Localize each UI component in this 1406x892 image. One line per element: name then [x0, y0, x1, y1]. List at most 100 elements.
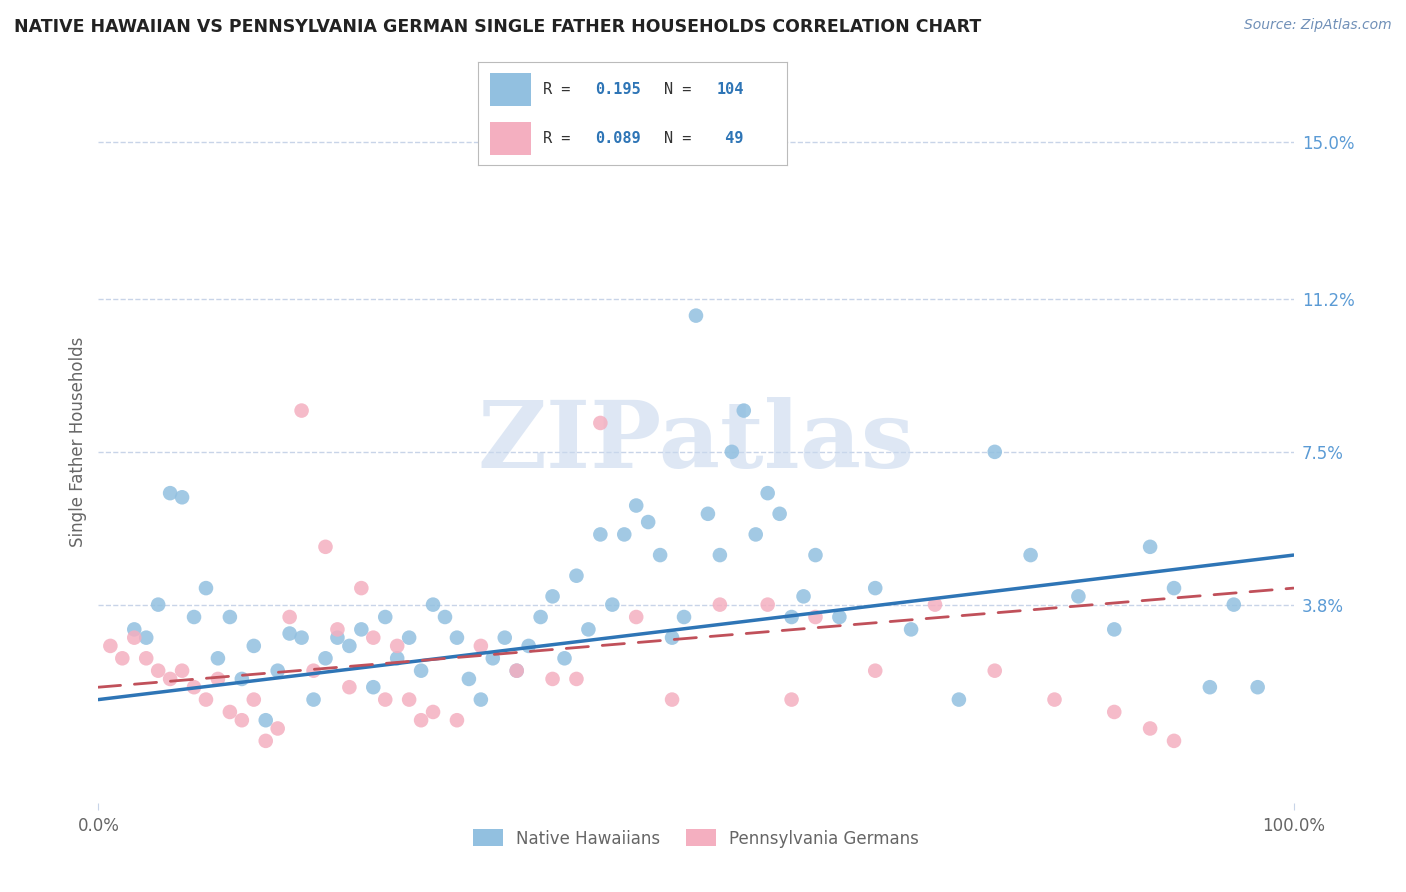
Point: [733, 403, 755, 417]
Point: [98, 639, 122, 653]
Point: [254, 734, 277, 748]
Point: [613, 527, 636, 541]
Point: [302, 664, 325, 678]
Point: [148, 598, 170, 612]
Point: [626, 610, 648, 624]
Y-axis label: Single Father Households: Single Father Households: [69, 336, 87, 547]
Point: [661, 631, 683, 645]
Point: [793, 590, 815, 604]
Point: [195, 581, 218, 595]
Point: [756, 486, 779, 500]
Point: [470, 692, 492, 706]
Point: [434, 610, 457, 624]
Point: [1043, 692, 1066, 706]
Point: [350, 623, 373, 637]
Point: [446, 631, 468, 645]
Point: [482, 651, 505, 665]
Point: [422, 598, 444, 612]
Point: [219, 705, 242, 719]
Point: [172, 490, 194, 504]
Point: [159, 672, 181, 686]
Point: [363, 631, 385, 645]
Point: [135, 651, 157, 665]
Point: [554, 651, 576, 665]
Point: [804, 548, 827, 562]
Point: [267, 664, 290, 678]
Point: [709, 548, 731, 562]
Point: [494, 631, 516, 645]
Point: [326, 631, 349, 645]
Point: [780, 692, 803, 706]
Point: [124, 631, 146, 645]
Point: [207, 651, 229, 665]
Legend: Native Hawaiians, Pennsylvania Germans: Native Hawaiians, Pennsylvania Germans: [465, 821, 927, 856]
Point: [984, 445, 1007, 459]
Point: [1104, 623, 1126, 637]
Point: [804, 610, 827, 624]
Point: [506, 664, 529, 678]
Point: [984, 664, 1007, 678]
Point: [398, 631, 420, 645]
Point: [685, 309, 707, 323]
Text: N =: N =: [664, 131, 700, 146]
Point: [541, 590, 564, 604]
Point: [207, 672, 229, 686]
Point: [411, 664, 433, 678]
FancyBboxPatch shape: [491, 73, 530, 105]
Point: [506, 664, 529, 678]
Point: [589, 416, 612, 430]
Point: [124, 623, 146, 637]
Point: [219, 610, 242, 624]
Point: [530, 610, 553, 624]
FancyBboxPatch shape: [491, 122, 530, 155]
Point: [900, 623, 922, 637]
Text: ZIPatlas: ZIPatlas: [478, 397, 914, 486]
Point: [517, 639, 540, 653]
Point: [470, 639, 492, 653]
Point: [769, 507, 792, 521]
Text: Source: ZipAtlas.com: Source: ZipAtlas.com: [1244, 18, 1392, 32]
Point: [291, 403, 314, 417]
Point: [422, 705, 444, 719]
Point: [1139, 540, 1161, 554]
Point: [339, 680, 361, 694]
Point: [828, 610, 851, 624]
Point: [135, 631, 157, 645]
Point: [865, 664, 887, 678]
Point: [446, 713, 468, 727]
Point: [589, 527, 612, 541]
Point: [385, 639, 409, 653]
Point: [374, 610, 396, 624]
Text: 49: 49: [716, 131, 744, 146]
Point: [148, 664, 170, 678]
Point: [709, 598, 731, 612]
Point: [1139, 722, 1161, 736]
Text: 0.089: 0.089: [596, 131, 641, 146]
Point: [1247, 680, 1270, 694]
Point: [661, 692, 683, 706]
Text: 0.195: 0.195: [596, 81, 641, 96]
Point: [267, 722, 290, 736]
Point: [865, 581, 887, 595]
Point: [231, 713, 253, 727]
Point: [231, 672, 253, 686]
Point: [780, 610, 803, 624]
Point: [315, 651, 337, 665]
Point: [278, 610, 301, 624]
Point: [385, 651, 409, 665]
Point: [339, 639, 361, 653]
Point: [172, 664, 194, 678]
Point: [278, 626, 301, 640]
Point: [374, 692, 396, 706]
Point: [1019, 548, 1042, 562]
Point: [697, 507, 720, 521]
Point: [1223, 598, 1246, 612]
Point: [673, 610, 696, 624]
Text: N =: N =: [664, 81, 700, 96]
Point: [745, 527, 768, 541]
Point: [948, 692, 970, 706]
Point: [183, 680, 205, 694]
Point: [541, 672, 564, 686]
Point: [111, 651, 134, 665]
Point: [302, 692, 325, 706]
